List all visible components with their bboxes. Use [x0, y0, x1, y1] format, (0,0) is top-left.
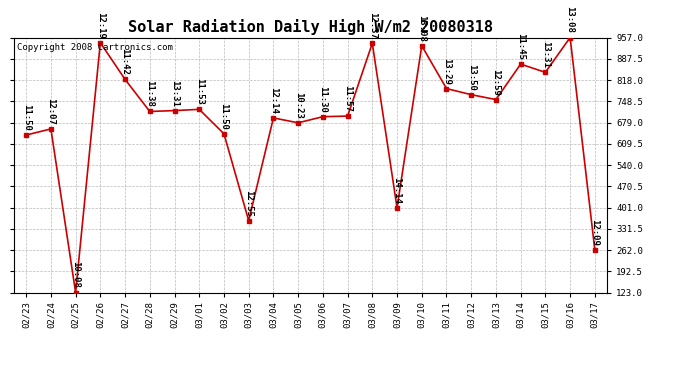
Text: 11:50: 11:50	[21, 104, 30, 131]
Text: 12:19: 12:19	[96, 12, 105, 39]
Title: Solar Radiation Daily High W/m2 20080318: Solar Radiation Daily High W/m2 20080318	[128, 19, 493, 35]
Text: 14:14: 14:14	[393, 177, 402, 204]
Text: 13:08: 13:08	[417, 15, 426, 42]
Text: 10:23: 10:23	[294, 92, 303, 118]
Text: 13:50: 13:50	[466, 64, 475, 90]
Text: 13:31: 13:31	[170, 80, 179, 106]
Text: 11:38: 11:38	[146, 81, 155, 107]
Text: 12:37: 12:37	[368, 12, 377, 39]
Text: 11:57: 11:57	[343, 85, 352, 112]
Text: 13:08: 13:08	[566, 6, 575, 33]
Text: 11:42: 11:42	[121, 48, 130, 75]
Text: 12:55: 12:55	[244, 190, 253, 216]
Text: 12:59: 12:59	[491, 69, 500, 95]
Text: 12:09: 12:09	[591, 219, 600, 246]
Text: 13:31: 13:31	[541, 41, 550, 68]
Text: 10:08: 10:08	[71, 261, 80, 288]
Text: 11:45: 11:45	[516, 33, 525, 60]
Text: Copyright 2008 Cartronics.com: Copyright 2008 Cartronics.com	[17, 43, 172, 52]
Text: 12:07: 12:07	[46, 98, 55, 125]
Text: 13:29: 13:29	[442, 57, 451, 84]
Text: 11:30: 11:30	[318, 86, 327, 112]
Text: 11:50: 11:50	[219, 103, 228, 130]
Text: 11:53: 11:53	[195, 78, 204, 105]
Text: 12:14: 12:14	[269, 87, 278, 114]
